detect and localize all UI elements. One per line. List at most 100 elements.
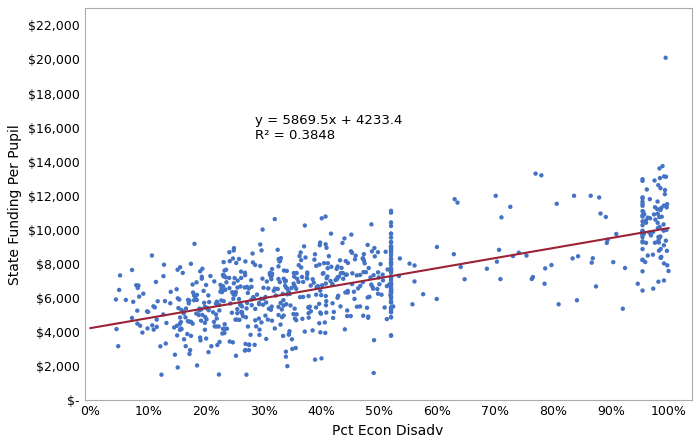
Point bbox=[332, 274, 343, 281]
Point bbox=[223, 274, 235, 281]
Point bbox=[299, 328, 310, 335]
Point bbox=[237, 303, 248, 310]
Point bbox=[282, 285, 293, 292]
Point bbox=[241, 299, 253, 306]
Point bbox=[386, 261, 397, 268]
Point bbox=[409, 262, 420, 269]
Point bbox=[224, 258, 235, 265]
Point bbox=[265, 269, 276, 277]
Point bbox=[248, 293, 259, 301]
Point bbox=[242, 289, 253, 297]
Point bbox=[311, 284, 322, 291]
Point bbox=[273, 311, 284, 318]
Point bbox=[431, 295, 442, 302]
Point bbox=[365, 274, 376, 281]
Point bbox=[617, 305, 629, 312]
Point bbox=[637, 245, 648, 252]
Point bbox=[260, 312, 271, 319]
Point bbox=[266, 273, 277, 280]
Point bbox=[342, 313, 353, 320]
Point bbox=[226, 309, 237, 316]
Point bbox=[152, 297, 163, 305]
Point bbox=[652, 237, 664, 244]
Point bbox=[299, 222, 310, 229]
Point bbox=[376, 291, 387, 298]
Point bbox=[652, 206, 663, 213]
Point bbox=[386, 238, 397, 245]
Point bbox=[342, 287, 354, 294]
Point bbox=[230, 291, 241, 298]
Point bbox=[279, 267, 290, 274]
Point bbox=[653, 247, 664, 254]
Point bbox=[298, 243, 309, 250]
Point bbox=[350, 252, 361, 259]
Point bbox=[182, 330, 193, 338]
Point bbox=[320, 330, 331, 337]
Point bbox=[209, 323, 220, 330]
Point bbox=[332, 276, 343, 283]
Point bbox=[247, 250, 258, 257]
Point bbox=[364, 293, 375, 301]
Point bbox=[358, 257, 370, 264]
Point bbox=[236, 274, 247, 281]
Point bbox=[300, 254, 311, 261]
Point bbox=[325, 277, 336, 285]
Point bbox=[571, 297, 582, 304]
Point bbox=[661, 227, 672, 234]
Point bbox=[341, 271, 352, 278]
Point bbox=[656, 204, 667, 211]
Point bbox=[586, 259, 597, 266]
Point bbox=[220, 266, 232, 273]
Point bbox=[161, 319, 172, 326]
Point bbox=[335, 303, 346, 310]
Point bbox=[276, 306, 288, 313]
Point bbox=[201, 335, 212, 342]
Point bbox=[178, 310, 189, 317]
Point bbox=[280, 353, 291, 360]
Point bbox=[291, 269, 302, 277]
Point bbox=[585, 192, 596, 199]
Point bbox=[303, 310, 314, 317]
Point bbox=[281, 284, 292, 291]
Point bbox=[386, 287, 397, 294]
Point bbox=[328, 308, 339, 315]
Point bbox=[595, 210, 606, 217]
Point bbox=[660, 173, 671, 180]
Point bbox=[213, 323, 224, 330]
Point bbox=[158, 261, 169, 268]
Point bbox=[177, 269, 188, 277]
Point bbox=[284, 290, 295, 297]
Point bbox=[637, 238, 648, 245]
Point bbox=[176, 306, 187, 314]
Point bbox=[188, 297, 199, 304]
Point bbox=[455, 264, 466, 271]
Point bbox=[386, 256, 397, 263]
Point bbox=[637, 227, 648, 234]
Point bbox=[202, 305, 214, 312]
Point bbox=[232, 277, 244, 284]
Point bbox=[236, 309, 247, 316]
Point bbox=[214, 339, 225, 346]
Point bbox=[536, 172, 547, 179]
Point bbox=[132, 307, 143, 314]
Point bbox=[654, 174, 666, 182]
Point bbox=[309, 356, 321, 363]
Point bbox=[228, 291, 239, 298]
Point bbox=[320, 213, 331, 220]
Point bbox=[363, 313, 374, 320]
Point bbox=[372, 269, 384, 276]
Point bbox=[220, 279, 232, 286]
Point bbox=[594, 194, 605, 201]
Point bbox=[240, 347, 251, 354]
Point bbox=[201, 316, 212, 323]
Point bbox=[156, 371, 167, 378]
Point bbox=[418, 291, 429, 298]
Point bbox=[332, 292, 344, 299]
Point bbox=[318, 260, 330, 267]
Point bbox=[530, 170, 541, 177]
Point bbox=[258, 284, 269, 291]
Point bbox=[133, 282, 144, 289]
Point bbox=[262, 285, 274, 292]
Point bbox=[131, 282, 142, 289]
Point bbox=[369, 244, 380, 252]
